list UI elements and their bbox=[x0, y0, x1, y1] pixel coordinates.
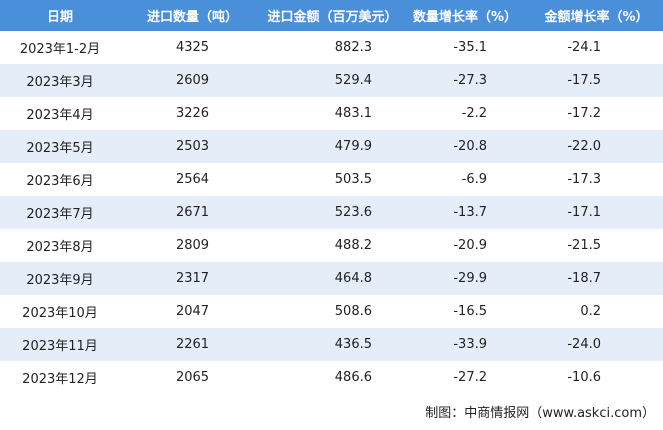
table-cell: 2809 bbox=[175, 238, 210, 253]
table-row: 2023年3月 2609 529.4 -27.3 -17.5 bbox=[0, 64, 663, 97]
table-cell: -17.1 bbox=[530, 196, 663, 229]
table-cell: -17.2 bbox=[567, 106, 601, 121]
table-row: 2023年7月 2671 523.6 -13.7 -17.1 bbox=[0, 196, 663, 229]
table-cell: 2065 bbox=[175, 370, 210, 385]
column-header: 进口金额（百万美元） bbox=[265, 0, 400, 31]
table-row: 2023年8月 2809 488.2 -20.9 -21.5 bbox=[0, 229, 663, 262]
table-cell: 882.3 bbox=[334, 40, 372, 55]
table-cell: 2503 bbox=[120, 130, 265, 163]
header-row: 日期 进口数量（吨） 进口金额（百万美元） 数量增长率（%） 金额增长率（%） bbox=[0, 0, 663, 31]
table-cell: -24.0 bbox=[530, 328, 663, 361]
table-cell: 2023年11月 bbox=[0, 328, 120, 361]
table-cell: -17.3 bbox=[567, 172, 601, 187]
table-cell: -10.6 bbox=[567, 370, 601, 385]
table-cell: -17.5 bbox=[530, 64, 663, 97]
table-cell: 2047 bbox=[175, 304, 210, 319]
table-cell: -13.7 bbox=[400, 196, 530, 229]
table-cell: 2671 bbox=[120, 196, 265, 229]
table-cell: -18.7 bbox=[530, 262, 663, 295]
table-cell: -35.1 bbox=[453, 40, 487, 55]
table-cell: -29.9 bbox=[400, 262, 530, 295]
table-cell: -2.2 bbox=[461, 106, 487, 121]
table-row: 2023年12月 2065 486.6 -27.2 -10.6 bbox=[0, 361, 663, 394]
table-cell: 2261 bbox=[120, 328, 265, 361]
table-cell: -20.8 bbox=[400, 130, 530, 163]
table-cell: 2564 bbox=[175, 172, 210, 187]
table-cell: 2023年6月 bbox=[26, 174, 94, 189]
column-header: 数量增长率（%） bbox=[400, 0, 530, 31]
table-cell: -33.9 bbox=[400, 328, 530, 361]
table-row: 2023年9月 2317 464.8 -29.9 -18.7 bbox=[0, 262, 663, 295]
table-cell: 2023年10月 bbox=[22, 306, 98, 321]
table-cell: 0.2 bbox=[580, 304, 601, 319]
table-cell: 2023年9月 bbox=[0, 262, 120, 295]
table-cell: 2023年5月 bbox=[0, 130, 120, 163]
table-cell: -27.3 bbox=[400, 64, 530, 97]
table-cell: 486.6 bbox=[334, 370, 372, 385]
table-cell: 3226 bbox=[175, 106, 210, 121]
column-header: 进口数量（吨） bbox=[120, 0, 265, 31]
table-cell: -20.9 bbox=[453, 238, 487, 253]
table-cell: 479.9 bbox=[265, 130, 400, 163]
data-table: 日期 进口数量（吨） 进口金额（百万美元） 数量增长率（%） 金额增长率（%） 2023… bbox=[0, 0, 663, 394]
table-cell: 2023年3月 bbox=[0, 64, 120, 97]
table-row: 2023年4月 3226 483.1 -2.2 -17.2 bbox=[0, 97, 663, 130]
table-cell: 2023年7月 bbox=[0, 196, 120, 229]
table-row: 2023年5月 2503 479.9 -20.8 -22.0 bbox=[0, 130, 663, 163]
table-cell: 529.4 bbox=[265, 64, 400, 97]
table-cell: -22.0 bbox=[530, 130, 663, 163]
table-cell: 2023年8月 bbox=[26, 240, 94, 255]
table-cell: 2023年12月 bbox=[22, 372, 98, 387]
table-cell: 2023年4月 bbox=[26, 108, 94, 123]
table-cell: 483.1 bbox=[334, 106, 372, 121]
table-cell: 523.6 bbox=[265, 196, 400, 229]
table-cell: 2609 bbox=[120, 64, 265, 97]
column-header: 日期 bbox=[0, 0, 120, 31]
table-cell: -16.5 bbox=[453, 304, 487, 319]
table-row: 2023年10月 2047 508.6 -16.5 0.2 bbox=[0, 295, 663, 328]
table-cell: 503.5 bbox=[334, 172, 372, 187]
source-note: 制图：中商情报网（www.askci.com） bbox=[425, 406, 655, 421]
table-cell: -6.9 bbox=[461, 172, 487, 187]
table-cell: -21.5 bbox=[567, 238, 601, 253]
table-cell: 436.5 bbox=[265, 328, 400, 361]
table-cell: 2317 bbox=[120, 262, 265, 295]
table-cell: -24.1 bbox=[567, 40, 601, 55]
table-cell: 464.8 bbox=[265, 262, 400, 295]
table-row: 2023年11月 2261 436.5 -33.9 -24.0 bbox=[0, 328, 663, 361]
table-cell: 2023年1-2月 bbox=[19, 42, 101, 57]
table-row: 2023年1-2月 4325 882.3 -35.1 -24.1 bbox=[0, 31, 663, 64]
table-cell: 488.2 bbox=[334, 238, 372, 253]
table-cell: 4325 bbox=[175, 40, 210, 55]
table-row: 2023年6月 2564 503.5 -6.9 -17.3 bbox=[0, 163, 663, 196]
table-cell: 508.6 bbox=[334, 304, 372, 319]
table-cell: -27.2 bbox=[453, 370, 487, 385]
column-header: 金额增长率（%） bbox=[530, 0, 663, 31]
